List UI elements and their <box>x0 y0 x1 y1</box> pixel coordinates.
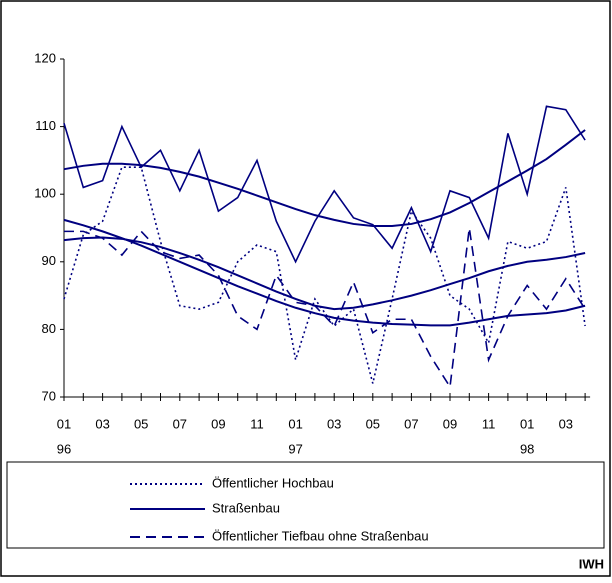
x-tick-label: 03 <box>327 416 341 431</box>
legend-box <box>6 461 605 549</box>
source: IWH <box>579 556 604 571</box>
x-tick-label: 07 <box>173 416 187 431</box>
x-tick-label: 01 <box>57 416 71 431</box>
legend-label: Öffentlicher Tiefbau ohne Straßenbau <box>212 528 429 543</box>
series-line <box>64 227 586 390</box>
y-tick-label: 90 <box>42 253 56 268</box>
x-tick-label: 11 <box>250 416 264 431</box>
x-tick-label: 05 <box>134 416 148 431</box>
trend-line <box>63 236 586 311</box>
y-tick-label: 80 <box>42 321 56 336</box>
y-tick-label: 70 <box>42 388 56 403</box>
x-tick-label: 01 <box>520 416 534 431</box>
x-tick-label: 03 <box>95 416 109 431</box>
x-tick-label: 05 <box>366 416 380 431</box>
x-tick-label: 09 <box>443 416 457 431</box>
year-label: 96 <box>57 441 71 456</box>
legend-label: Öffentlicher Hochbau <box>212 475 334 490</box>
y-tick-label: 110 <box>35 118 56 133</box>
y-tick-label: 120 <box>34 50 56 65</box>
x-tick-label: 11 <box>482 416 496 431</box>
x-tick-label: 03 <box>559 416 573 431</box>
x-tick-label: 09 <box>211 416 225 431</box>
x-tick-label: 01 <box>288 416 302 431</box>
series-line <box>63 166 586 384</box>
x-tick-label: 07 <box>404 416 418 431</box>
series-line <box>63 105 586 264</box>
legend-label: Straßenbau <box>212 500 280 515</box>
y-tick-label: 100 <box>34 186 56 201</box>
year-label: 97 <box>288 441 302 456</box>
year-label: 98 <box>520 441 534 456</box>
